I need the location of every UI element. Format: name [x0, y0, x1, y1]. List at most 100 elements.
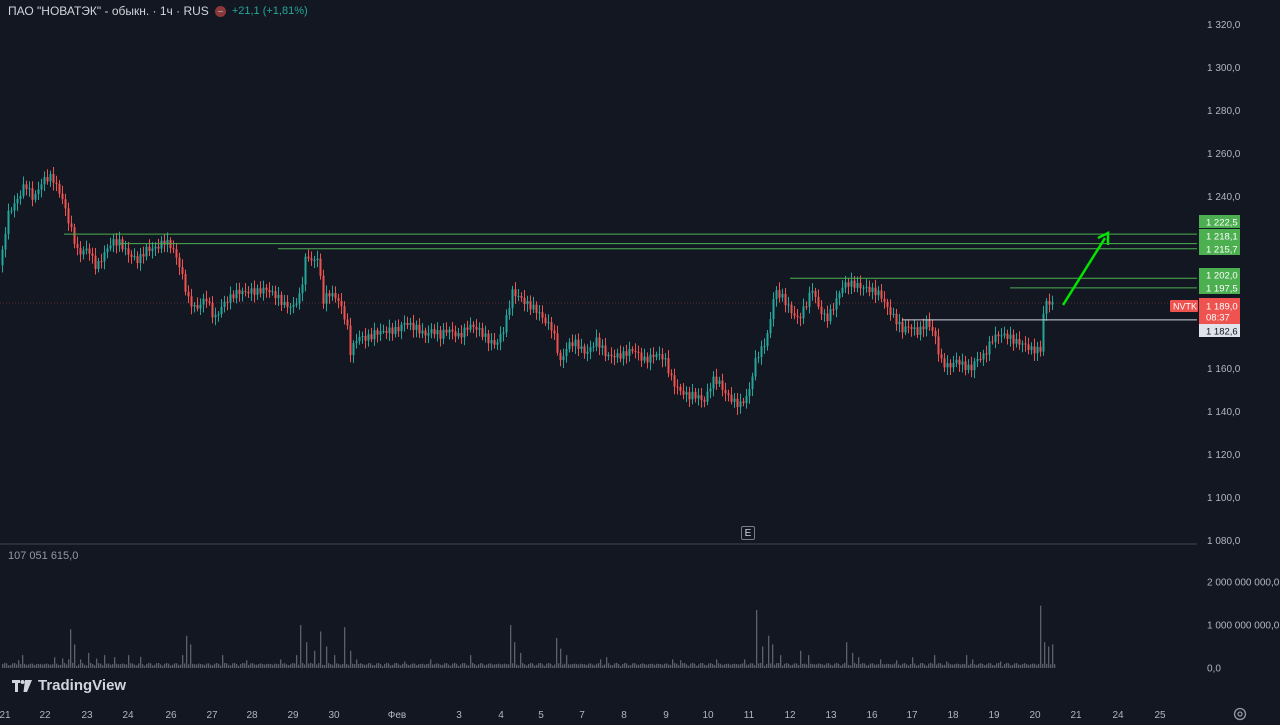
volume-bar [946, 661, 948, 668]
volume-bar [580, 663, 582, 668]
candle-body [673, 375, 676, 387]
volume-bar [470, 655, 472, 668]
volume-bar [730, 664, 732, 668]
earnings-event-marker[interactable]: E [741, 526, 755, 540]
tradingview-logo[interactable]: TradingView [12, 677, 126, 694]
volume-bar [878, 664, 880, 668]
volume-bar [296, 655, 298, 668]
candle-body [301, 284, 304, 294]
candle-body [892, 313, 895, 315]
volume-bar [336, 663, 338, 668]
volume-bar [1026, 663, 1028, 668]
volume-bar [516, 664, 518, 668]
volume-bar [142, 664, 144, 668]
volume-bar [286, 664, 288, 668]
volume-bar [818, 663, 820, 668]
volume-bar [314, 650, 316, 668]
candle-body [262, 287, 265, 294]
volume-bar [896, 660, 898, 668]
candle-body [706, 391, 709, 402]
candle-body [760, 346, 763, 358]
candle-body [547, 322, 550, 324]
volume-bar [176, 663, 178, 668]
candle-body [421, 330, 424, 334]
candle-body [616, 353, 619, 358]
candle-body [136, 256, 139, 264]
candle-body [13, 203, 16, 211]
volume-bar [366, 664, 368, 668]
volume-bar [358, 663, 360, 668]
brand-name: TradingView [38, 677, 127, 694]
candle-body [946, 363, 949, 368]
candle-body [283, 302, 286, 306]
pane-separator [0, 543, 1197, 545]
settings-icon[interactable] [1233, 707, 1247, 721]
candle-body [934, 330, 937, 337]
volume-bar [992, 665, 994, 668]
candle-body [274, 291, 277, 299]
volume-bar [122, 663, 124, 668]
volume-bar [810, 663, 812, 668]
volume-bar [238, 665, 240, 668]
candle-body [1051, 302, 1054, 305]
volume-bar [504, 663, 506, 668]
volume-bar [784, 663, 786, 668]
candle-body [145, 246, 148, 257]
volume-bar [684, 663, 686, 668]
candle-body [481, 328, 484, 337]
candle-body [94, 255, 97, 269]
candle-body [670, 373, 673, 376]
volume-bar [612, 665, 614, 668]
candle-body [208, 301, 211, 303]
candle-body [28, 188, 31, 190]
volume-bar [1016, 663, 1018, 668]
volume-bar [458, 665, 460, 668]
volume-bar [60, 664, 62, 668]
candle-body [532, 304, 535, 310]
candle-body [364, 336, 367, 341]
volume-bar [958, 663, 960, 668]
volume-bar [174, 663, 176, 668]
volume-bar [540, 662, 542, 668]
x-tick-label: 20 [1029, 710, 1041, 721]
candle-body [790, 304, 793, 314]
candle-body [862, 287, 865, 289]
volume-bar [586, 664, 588, 668]
volume-bar [350, 650, 352, 668]
volume-bar [92, 664, 94, 668]
volume-bar [716, 659, 718, 668]
volume-bar [64, 663, 66, 668]
candle-body [124, 248, 127, 250]
candle-body [130, 254, 133, 257]
volume-bar [974, 664, 976, 668]
candle-body [940, 354, 943, 359]
candle-body [379, 331, 382, 335]
volume-bar [842, 664, 844, 668]
candle-body [337, 298, 340, 301]
candle-body [52, 174, 55, 183]
candle-body [118, 239, 121, 246]
candle-body [397, 326, 400, 332]
volume-bar [266, 663, 268, 668]
x-tick-label: 9 [663, 710, 669, 721]
volume-bar [822, 664, 824, 668]
volume-bar [1008, 663, 1010, 668]
volume-bar [772, 644, 774, 668]
candle-body [628, 349, 631, 356]
volume-bar [26, 664, 28, 668]
volume-bar [778, 663, 780, 668]
volume-bar [960, 664, 962, 668]
volume-bar [826, 663, 828, 668]
volume-bar [676, 663, 678, 668]
volume-tick-label: 0,0 [1207, 664, 1221, 675]
candle-body [22, 184, 25, 196]
candle-body [199, 304, 202, 309]
candle-body [613, 356, 616, 358]
candle-body [835, 298, 838, 310]
volume-bar [132, 663, 134, 668]
candle-body [910, 327, 913, 329]
candle-body [295, 303, 298, 305]
symbol-title[interactable]: ПАО "НОВАТЭК" - обыкн. · 1ч · RUS [8, 4, 209, 18]
candle-body [154, 246, 157, 249]
